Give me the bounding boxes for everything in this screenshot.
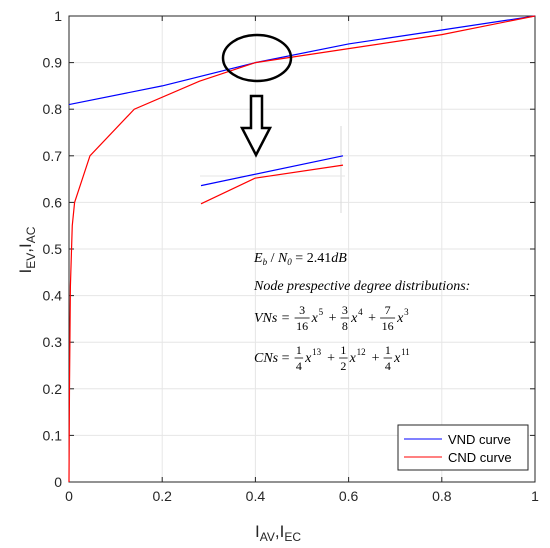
cns-exponent: 12 <box>357 347 366 357</box>
vns-equation: VNs =316 x 5 +38 x 4 +716 x 3 <box>254 303 409 333</box>
zoom-inset <box>200 126 345 213</box>
y-tick-label: 1 <box>54 8 62 24</box>
cns-equation: CNs =14 x 13 +12 x 12 +14 x 11 <box>254 343 410 373</box>
inset-vnd-line <box>200 155 344 187</box>
cns-variable: x <box>304 351 312 366</box>
cns-denominator: 4 <box>385 359 391 373</box>
y-tick-label: 0 <box>54 474 62 490</box>
vns-variable: x <box>350 311 358 326</box>
legend-box <box>397 424 529 471</box>
cns-equals: = <box>282 351 290 366</box>
cns-exponent: 13 <box>312 347 322 357</box>
series-lines <box>68 15 536 483</box>
axis-ticks: 0 0.2 0.4 0.6 0.8 1 0 0.1 0.2 0.3 0.4 0.5 0.6 0.7 0.8 0… <box>43 8 540 504</box>
vns-plus: + <box>329 311 337 326</box>
vns-exponent: 3 <box>404 307 409 317</box>
vns-numerator: 3 <box>342 303 348 317</box>
x-tick-label: 0.4 <box>246 488 266 504</box>
cns-numerator: 1 <box>385 343 391 357</box>
cns-variable: x <box>393 351 401 366</box>
vns-denominator: 16 <box>382 319 394 333</box>
vns-denominator: 8 <box>342 319 348 333</box>
zoom-arrow <box>239 94 273 158</box>
cns-denominator: 4 <box>296 359 302 373</box>
vns-numerator: 7 <box>385 303 391 317</box>
cns-variable: x <box>349 351 357 366</box>
cns-exponent: 11 <box>401 347 410 357</box>
cns-plus: + <box>327 351 335 366</box>
y-tick-label: 0.7 <box>43 148 63 164</box>
y-tick-label: 0.8 <box>43 101 63 117</box>
vns-denominator: 16 <box>296 319 308 333</box>
y-tick-label: 0.5 <box>43 241 63 257</box>
y-axis-label: IEV,IAC <box>16 226 38 273</box>
cns-plus: + <box>372 351 380 366</box>
distributions-subtitle: Node prespective degree distributions: <box>253 279 470 294</box>
vns-numerator: 3 <box>299 303 305 317</box>
vns-plus: + <box>368 311 376 326</box>
cns-denominator: 2 <box>340 359 346 373</box>
series-line-0 <box>68 15 536 106</box>
y-tick-label: 0.1 <box>43 427 63 443</box>
vns-exponent: 4 <box>358 307 363 317</box>
vns-variable: x <box>311 311 319 326</box>
vns-exponent: 5 <box>319 307 324 317</box>
annotation-block: Eb / N0 = 2.41dB Node prespective degree… <box>253 251 470 373</box>
y-tick-label: 0.6 <box>43 194 63 210</box>
x-tick-label: 0.2 <box>152 488 172 504</box>
cns-numerator: 1 <box>340 343 346 357</box>
y-tick-label: 0.3 <box>43 334 63 350</box>
ebn0-text: Eb / N0 = 2.41dB <box>253 251 347 267</box>
vns-variable: x <box>396 311 404 326</box>
legend: VND curve CND curve <box>397 424 529 471</box>
legend-label-vnd: VND curve <box>448 432 511 447</box>
series-line-1 <box>68 15 536 483</box>
cns-label: CNs <box>254 351 279 366</box>
vns-label: VNs <box>254 311 278 326</box>
legend-label-cnd: CND curve <box>448 450 512 465</box>
x-tick-label: 0 <box>65 488 73 504</box>
x-axis-label: IAV,IEC <box>255 522 301 544</box>
y-tick-label: 0.4 <box>43 288 63 304</box>
y-tick-label: 0.9 <box>43 55 63 71</box>
vns-equals: = <box>282 311 290 326</box>
x-tick-label: 0.6 <box>339 488 359 504</box>
inset-cnd-line <box>200 164 344 205</box>
x-tick-label: 0.8 <box>432 488 452 504</box>
y-tick-label: 0.2 <box>43 381 63 397</box>
zoom-ellipse <box>221 33 293 83</box>
cns-numerator: 1 <box>296 343 302 357</box>
grid <box>68 15 536 483</box>
x-tick-label: 1 <box>531 488 539 504</box>
